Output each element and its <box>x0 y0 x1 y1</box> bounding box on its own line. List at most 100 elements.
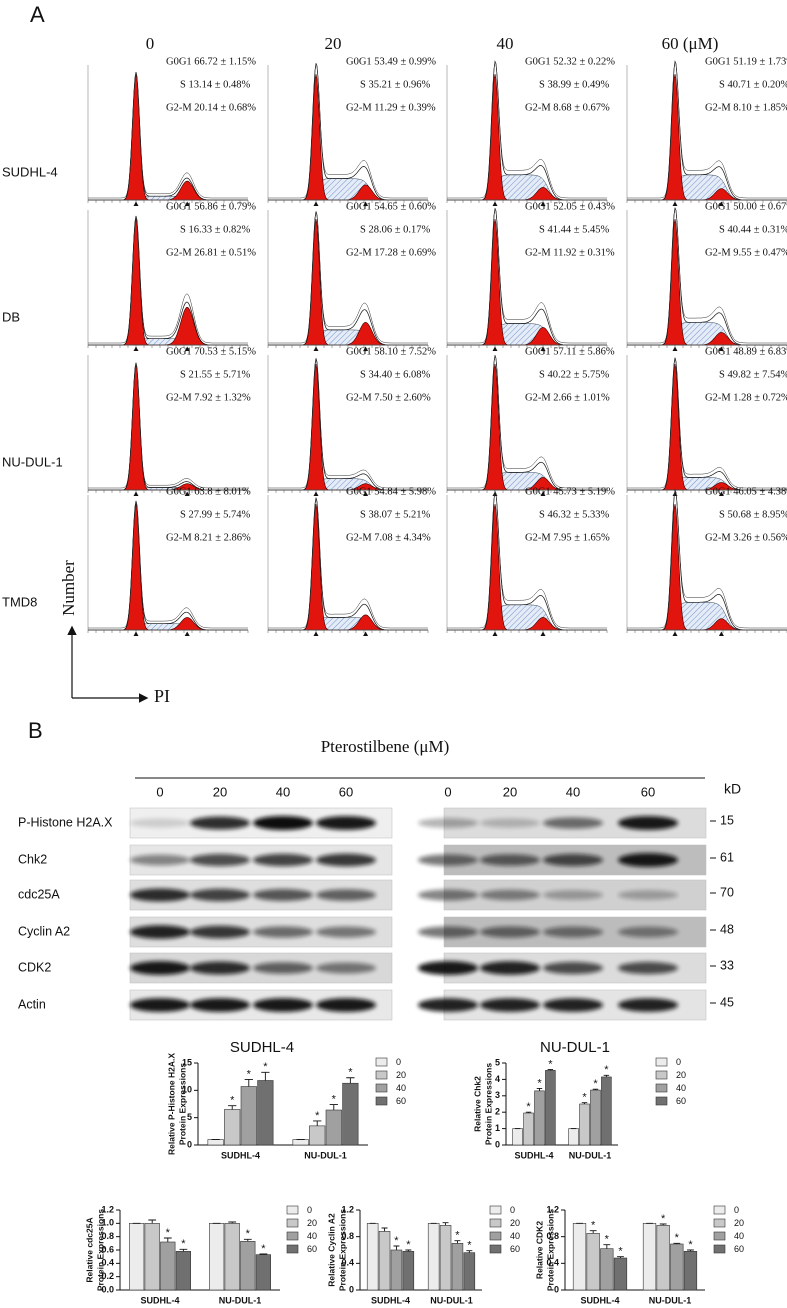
phase-stat: S 16.33 ± 0.82% <box>180 224 250 235</box>
blot-band <box>130 888 190 902</box>
phase-stat: G0G1 46.05 ± 4.38% <box>705 486 787 497</box>
phase-stat: G0G1 56.86 ± 0.79% <box>166 201 256 212</box>
phase-stat: G2-M 2.66 ± 1.01% <box>525 392 610 403</box>
panel-label: A <box>30 2 45 27</box>
peak-marker <box>540 346 546 351</box>
lane-label: 20 <box>213 784 227 799</box>
kd-label: kD <box>724 781 741 797</box>
y-axis-label: Relative Cyclin A2 <box>326 1213 336 1287</box>
significance-mark: * <box>247 1068 252 1080</box>
blot-band <box>418 889 478 901</box>
error-bar <box>259 1253 268 1255</box>
concentration-label: 20 <box>325 34 342 53</box>
peak-marker <box>718 491 724 496</box>
protein-label: Chk2 <box>18 852 47 866</box>
phase-stat: G2-M 11.29 ± 0.39% <box>346 102 436 113</box>
legend-swatch <box>489 1231 502 1241</box>
bar <box>325 1109 342 1146</box>
cell-line-label: SUDHL-4 <box>2 164 58 179</box>
fit-outline <box>447 208 607 344</box>
phase-stat: G0G1 53.49 ± 0.99% <box>346 56 436 67</box>
g1-peak <box>447 363 607 491</box>
significance-mark: * <box>526 1101 531 1113</box>
y-tick-label: 0 <box>554 1284 559 1294</box>
error-bar <box>603 1244 611 1249</box>
phase-stat: S 13.14 ± 0.48% <box>180 79 250 90</box>
legend-swatch <box>713 1244 726 1254</box>
peak-marker <box>672 201 678 206</box>
lane-label: 0 <box>156 784 163 799</box>
blot-band <box>316 926 376 938</box>
protein-label: P-Histone H2A.X <box>18 815 113 829</box>
fit-outline <box>88 72 248 201</box>
error-bar <box>581 1102 588 1104</box>
g1-peak <box>88 363 248 491</box>
significance-mark: * <box>315 1110 320 1122</box>
phase-stat: G2-M 17.28 ± 0.69% <box>346 247 436 258</box>
legend-swatch <box>655 1083 668 1093</box>
y-tick-label: 4 <box>495 1074 500 1084</box>
fit-outline <box>88 73 248 199</box>
legend-label: 60 <box>734 1244 744 1254</box>
error-bar <box>261 1071 270 1081</box>
peak-marker <box>184 201 190 206</box>
bar <box>207 1139 224 1146</box>
y-tick-label: 1.2 <box>341 1204 354 1214</box>
legend-label: 0 <box>676 1057 681 1067</box>
y-tick-label: 1.2 <box>546 1204 559 1214</box>
legend-label: 40 <box>676 1083 686 1093</box>
bar <box>451 1243 464 1291</box>
peak-marker <box>133 631 139 636</box>
peak-marker <box>540 631 546 636</box>
y-tick-label: 0.8 <box>341 1231 354 1241</box>
error-bar <box>243 1238 252 1242</box>
g1-peak <box>627 363 787 491</box>
legend-swatch <box>375 1083 388 1093</box>
blot-band <box>253 889 313 901</box>
axis-label: Number <box>59 560 78 616</box>
fit-outline <box>627 358 787 489</box>
error-bar <box>228 1105 237 1110</box>
peak-marker <box>672 631 678 636</box>
cell-line-label: TMD8 <box>2 594 37 609</box>
legend-swatch <box>713 1231 726 1241</box>
peak-marker <box>718 631 724 636</box>
phase-stat: G0G1 51.19 ± 1.73% <box>705 56 787 67</box>
phase-stat: G0G1 52.32 ± 0.22% <box>525 56 615 67</box>
phase-stat: G0G1 66.72 ± 1.15% <box>166 56 256 67</box>
kd-value: 15 <box>720 813 734 827</box>
x-tick-label: SUDHL-4 <box>221 1150 260 1160</box>
y-tick-label: 0.4 <box>101 1258 114 1268</box>
peak-marker <box>133 201 139 206</box>
bar <box>601 1076 612 1146</box>
legend-swatch <box>489 1205 502 1215</box>
blot-cell-line: NU-DUL-1 <box>540 1039 610 1056</box>
legend-label: 0 <box>396 1057 401 1067</box>
bar <box>534 1090 545 1146</box>
error-bar <box>603 1074 610 1077</box>
legend-label: 0 <box>510 1205 515 1215</box>
fit-outline <box>88 502 248 629</box>
significance-mark: * <box>467 1240 472 1252</box>
blot-band <box>130 925 190 939</box>
phase-stat: G2-M 7.92 ± 1.32% <box>166 392 251 403</box>
x-tick-label: SUDHL-4 <box>514 1150 553 1160</box>
kd-value: 45 <box>720 995 734 1009</box>
bar <box>257 1080 274 1146</box>
legend-label: 20 <box>676 1070 686 1080</box>
blot-band <box>543 890 603 900</box>
y-axis-label: Relative Chk2 <box>472 1076 482 1132</box>
phase-stat: S 21.55 ± 5.71% <box>180 369 250 380</box>
blot-band <box>480 926 540 938</box>
y-tick-label: 10 <box>182 1085 192 1095</box>
legend-label: 20 <box>510 1218 520 1228</box>
y-tick-label: 0.0 <box>101 1284 114 1294</box>
bar <box>292 1139 309 1146</box>
error-bar <box>346 1077 355 1084</box>
x-tick-label: SUDHL-4 <box>140 1295 179 1305</box>
fit-outline <box>627 207 787 344</box>
legend-swatch <box>375 1057 388 1067</box>
blot-band <box>190 816 250 830</box>
bar <box>378 1231 391 1291</box>
blot-band <box>190 961 250 975</box>
